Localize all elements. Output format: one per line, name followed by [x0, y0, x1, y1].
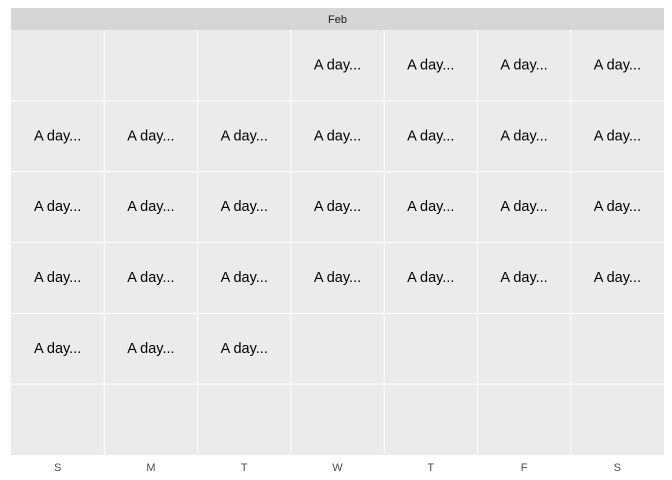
day-cell-label: A day... — [314, 199, 361, 215]
day-cell-label: A day... — [314, 57, 361, 73]
day-cell-label: A day... — [127, 128, 174, 144]
facet-strip-label: Feb — [328, 14, 347, 26]
day-cell-label: A day... — [407, 57, 454, 73]
day-cell-label: A day... — [407, 270, 454, 286]
grid-lines — [11, 30, 664, 455]
day-cell-label: A day... — [34, 199, 81, 215]
day-cell-label: A day... — [221, 341, 268, 357]
day-cell-label: A day... — [127, 270, 174, 286]
day-cell-label: A day... — [127, 199, 174, 215]
day-cell-label: A day... — [34, 270, 81, 286]
day-cell-label: A day... — [314, 128, 361, 144]
day-cell-label: A day... — [594, 199, 641, 215]
day-cell-label: A day... — [594, 270, 641, 286]
weekday-tick-label: W — [332, 462, 343, 474]
weekday-tick-label: F — [521, 462, 528, 474]
day-cell-label: A day... — [500, 57, 547, 73]
day-cell-label: A day... — [500, 270, 547, 286]
day-cell-label: A day... — [314, 270, 361, 286]
day-cell-label: A day... — [500, 128, 547, 144]
day-cell-label: A day... — [34, 128, 81, 144]
day-cell-label: A day... — [594, 57, 641, 73]
weekday-tick-label: T — [427, 462, 434, 474]
weekday-tick-label: S — [54, 462, 61, 474]
day-cell-label: A day... — [594, 128, 641, 144]
day-cell-label: A day... — [127, 341, 174, 357]
day-cell-label: A day... — [407, 128, 454, 144]
day-cell-label: A day... — [221, 270, 268, 286]
day-cell-label: A day... — [407, 199, 454, 215]
weekday-tick-label: M — [146, 462, 155, 474]
weekday-tick-label: T — [241, 462, 248, 474]
day-cells: A day... A day... A day... A day... A day...… — [34, 57, 641, 356]
day-cell-label: A day... — [500, 199, 547, 215]
day-cell-label: A day... — [34, 341, 81, 357]
day-cell-label: A day... — [221, 128, 268, 144]
weekday-tick-label: S — [614, 462, 621, 474]
facet-strip — [11, 8, 664, 30]
day-cell-label: A day... — [221, 199, 268, 215]
